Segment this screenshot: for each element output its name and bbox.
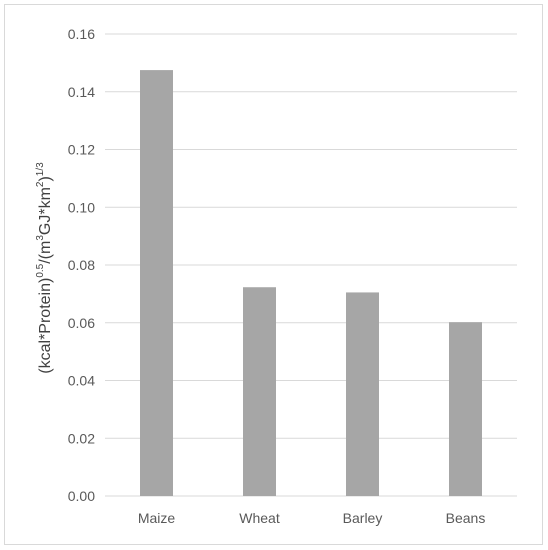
y-tick-labels: 0.00 0.02 0.04 0.06 0.08 0.10 0.12 0.14 0.16 [68, 26, 95, 504]
bars [140, 70, 482, 496]
y-tick-label-3: 0.06 [68, 315, 95, 331]
x-label-wheat: Wheat [239, 510, 280, 526]
y-axis-label-part-2: /(m [37, 241, 54, 264]
bar-wheat [243, 287, 276, 496]
bar-beans [449, 322, 482, 496]
y-axis-label: (kcal*Protein)0.5/(m3GJ*km2)1/3 [35, 162, 54, 374]
y-tick-label-4: 0.08 [68, 257, 95, 273]
y-tick-label-5: 0.10 [68, 199, 95, 215]
x-label-maize: Maize [138, 510, 176, 526]
x-label-beans: Beans [446, 510, 486, 526]
x-label-barley: Barley [343, 510, 383, 526]
gridlines [105, 33, 517, 497]
x-category-labels: Maize Wheat Barley Beans [138, 510, 486, 526]
y-tick-label-2: 0.04 [68, 373, 95, 389]
bar-maize [140, 70, 173, 496]
y-axis-label-sup-2: 3 [35, 235, 46, 241]
y-tick-label-7: 0.14 [68, 84, 95, 100]
bar-barley [346, 292, 379, 496]
y-axis-label-part-3: GJ*km [37, 187, 54, 235]
y-axis-label-part-1: (kcal*Protein) [37, 278, 54, 374]
y-axis-label-part-4: ) [37, 176, 54, 181]
y-tick-label-6: 0.12 [68, 142, 95, 158]
y-tick-label-8: 0.16 [68, 26, 95, 42]
y-tick-label-0: 0.00 [68, 488, 95, 504]
y-axis-label-sup-3: 2 [35, 181, 46, 187]
y-tick-label-1: 0.02 [68, 430, 95, 446]
y-axis-label-sup-1: 0.5 [35, 263, 46, 277]
y-axis-label-sup-4: 1/3 [35, 162, 46, 176]
